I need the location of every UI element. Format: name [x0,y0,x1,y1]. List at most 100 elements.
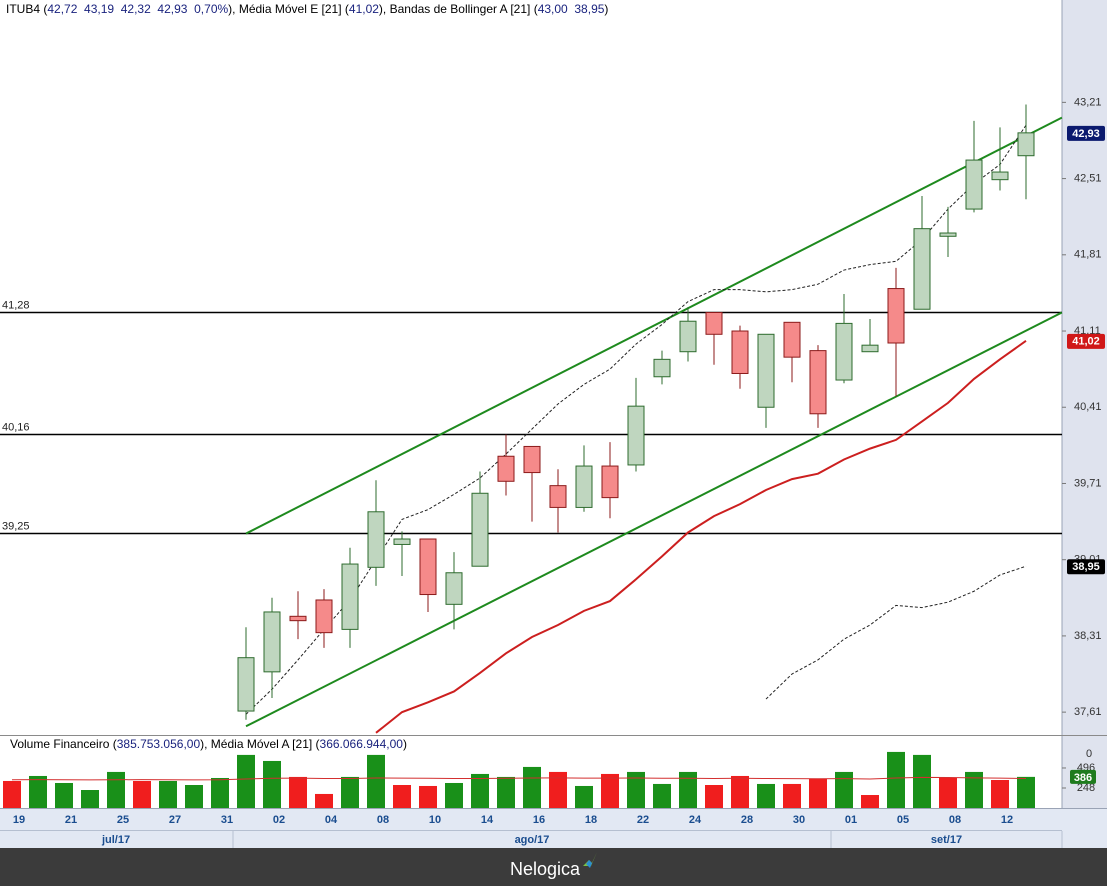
candle-body [757,333,775,408]
candle-body [367,511,385,568]
candle-body [809,350,827,415]
price-tag [1067,333,1105,349]
candle-body [887,288,905,344]
candle-body [835,322,853,381]
volume-bar [29,775,47,808]
volume-bar [341,776,359,808]
candle-body [601,465,619,499]
y-tick-label: 40,41 [1074,401,1102,413]
x-tick-label: 25 [117,814,129,826]
x-tick-label: 14 [481,814,494,826]
month-label: jul/17 [101,834,130,846]
candle-body [523,445,541,474]
header-part: Volume Financeiro ( [10,737,117,751]
price-tag-label: 42,93 [1072,128,1100,140]
volume-bar [913,754,931,808]
pane-header: Volume Financeiro (385.753.056,00), Médi… [10,737,407,751]
volume-bar [1017,776,1035,808]
x-tick-label: 08 [949,814,961,826]
y-tick-label: 248 [1077,782,1095,794]
volume-bar [523,766,541,808]
volume-bar [419,785,437,808]
x-tick-label: 02 [273,814,285,826]
x-tick-label: 16 [533,814,545,826]
candle-body [965,159,983,210]
header-part: ), Média Móvel A [21] ( [200,737,319,751]
volume-bar [861,795,879,808]
candle-body [549,485,567,508]
date-axis-panel [0,808,1107,848]
volume-bar [3,780,21,808]
candle-body [419,538,437,596]
volume-bar [159,780,177,808]
candle-body [497,455,515,482]
candle-body [731,330,749,374]
price-tag-label: 386 [1074,772,1092,784]
footer-brand: Nelogica [510,859,581,879]
moving-average [375,340,1027,734]
candle-body [679,320,697,353]
price-tag [1067,125,1105,141]
x-tick-label: 21 [65,814,77,826]
candle-body [939,232,957,237]
volume-bar [393,785,411,808]
candle-body [627,405,645,466]
header-part: 366.066.944,00 [320,737,404,751]
level-label: 41,28 [2,299,30,311]
candle-body [445,572,463,605]
candle-body [913,228,931,310]
x-tick-label: 27 [169,814,181,826]
y-tick-label: 38,31 [1074,630,1102,642]
volume-bar [315,793,333,808]
volume-bar [289,776,307,808]
x-tick-label: 24 [689,814,702,826]
candle-body [237,657,255,712]
x-tick-label: 01 [845,814,857,826]
header-part: 42,72 43,19 42,32 42,93 0,70% [47,2,228,16]
volume-bar [705,785,723,808]
volume-bar [601,773,619,808]
pane-header: ITUB4 (42,72 43,19 42,32 42,93 0,70%), M… [6,2,608,16]
volume-bar [237,754,255,808]
price-tag-label: 38,95 [1072,561,1100,573]
candle-body [705,312,723,335]
price-tag-label: 41,02 [1072,336,1100,348]
level-label: 40,16 [2,421,30,433]
volume-bar [471,773,489,808]
level-label: 39,25 [2,520,30,532]
volume-bar [445,782,463,808]
x-tick-label: 18 [585,814,597,826]
header-part: ), Bandas de Bollinger A [21] ( [379,2,538,16]
y-tick-label: 39,71 [1074,477,1102,489]
volume-bar [991,780,1009,808]
y-tick-label: 42,51 [1074,172,1102,184]
header-part: 385.753.056,00 [117,737,201,751]
y-tick-label: 43,21 [1074,96,1102,108]
volume-bar [575,785,593,808]
y-top-label: 0 [1086,748,1092,760]
trend-line [245,311,1063,728]
candle-body [263,611,281,673]
volume-bar [549,771,567,808]
x-tick-label: 10 [429,814,441,826]
volume-bar [627,771,645,808]
volume-bar [211,777,229,808]
header-part: 41,02 [349,2,379,16]
candle-body [575,465,593,508]
volume-bar [81,790,99,808]
candle-body [861,344,879,353]
volume-bar [107,771,125,808]
candle-body [991,171,1009,181]
volume-bar [965,771,983,808]
trend-line [245,116,1063,535]
x-tick-label: 04 [325,814,338,826]
volume-bar [939,777,957,808]
volume-bar [809,778,827,808]
footer-bar [0,848,1107,886]
x-tick-label: 19 [13,814,25,826]
candle-body [393,538,411,545]
volume-bar [835,771,853,808]
candle-body [1017,132,1035,157]
x-tick-label: 05 [897,814,909,826]
